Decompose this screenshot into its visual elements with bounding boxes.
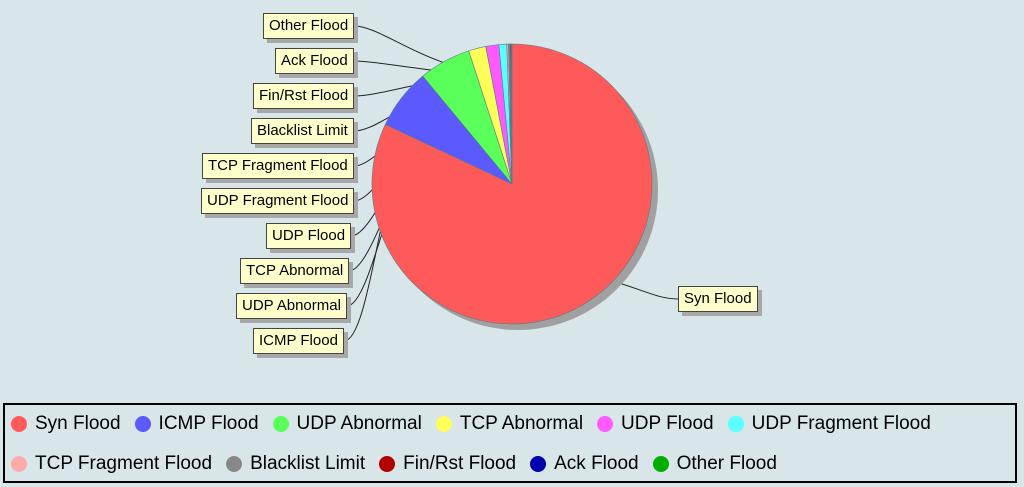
legend-swatch <box>11 456 27 472</box>
legend-item-ack-flood: Ack Flood <box>530 453 639 475</box>
legend-item-tcp-fragment-flood: TCP Fragment Flood <box>11 453 212 475</box>
legend-item-fin-rst-flood: Fin/Rst Flood <box>379 453 516 475</box>
callout-blacklist-limit: Blacklist Limit <box>251 118 354 144</box>
legend-label: Syn Flood <box>35 413 121 434</box>
legend-item-tcp-abnormal: TCP Abnormal <box>435 413 584 435</box>
legend-swatch <box>226 456 243 472</box>
legend-label: TCP Abnormal <box>459 413 584 434</box>
callout-tcp-fragment-flood: TCP Fragment Flood <box>202 153 354 179</box>
legend-item-other-flood: Other Flood <box>652 453 777 475</box>
callout-syn-flood: Syn Flood <box>678 286 758 312</box>
legend-row: Syn Flood ICMP Flood UDP Abnormal TCP Abnor… <box>11 413 945 435</box>
legend-swatch <box>597 416 614 432</box>
legend-item-syn-flood: Syn Flood <box>11 413 121 435</box>
legend-item-udp-abnormal: UDP Abnormal <box>272 413 422 435</box>
legend-label: Other Flood <box>676 453 777 474</box>
legend-label: TCP Fragment Flood <box>35 453 213 474</box>
legend-swatch <box>272 416 289 432</box>
legend-item-icmp-flood: ICMP Flood <box>134 413 259 435</box>
callout-ack-flood: Ack Flood <box>275 48 354 74</box>
legend-swatch <box>134 416 151 432</box>
legend-label: UDP Fragment Flood <box>751 413 931 434</box>
legend-label: UDP Abnormal <box>296 413 422 434</box>
legend-label: Ack Flood <box>554 453 639 474</box>
callout-udp-fragment-flood: UDP Fragment Flood <box>201 188 355 214</box>
legend-label: ICMP Flood <box>158 413 259 434</box>
pie-slices <box>371 43 653 325</box>
legend-swatch <box>379 456 396 472</box>
legend-swatch <box>435 416 452 432</box>
callout-udp-flood: UDP Flood <box>266 223 352 249</box>
legend-label: Fin/Rst Flood <box>403 453 517 474</box>
pie-slice-other-flood <box>511 43 513 185</box>
legend-item-blacklist-limit: Blacklist Limit <box>226 453 365 475</box>
legend-label: Blacklist Limit <box>250 453 366 474</box>
legend: Syn Flood ICMP Flood UDP Abnormal TCP Abnor… <box>3 403 1017 483</box>
legend-swatch <box>530 456 547 472</box>
pie-chart <box>343 25 679 342</box>
legend-item-udp-fragment-flood: UDP Fragment Flood <box>727 413 931 435</box>
legend-row: TCP Fragment Flood Blacklist Limit Fin/Rst… <box>11 453 791 475</box>
legend-item-udp-flood: UDP Flood <box>597 413 714 435</box>
legend-label: UDP Flood <box>621 413 714 434</box>
legend-swatch <box>727 416 744 432</box>
legend-swatch <box>11 416 27 432</box>
callout-fin-rst-flood: Fin/Rst Flood <box>253 83 355 109</box>
callout-udp-abnormal: UDP Abnormal <box>236 293 347 319</box>
callout-icmp-flood: ICMP Flood <box>253 328 344 354</box>
callout-tcp-abnormal: TCP Abnormal <box>240 258 350 284</box>
legend-swatch <box>652 456 669 472</box>
callout-other-flood: Other Flood <box>263 13 355 39</box>
